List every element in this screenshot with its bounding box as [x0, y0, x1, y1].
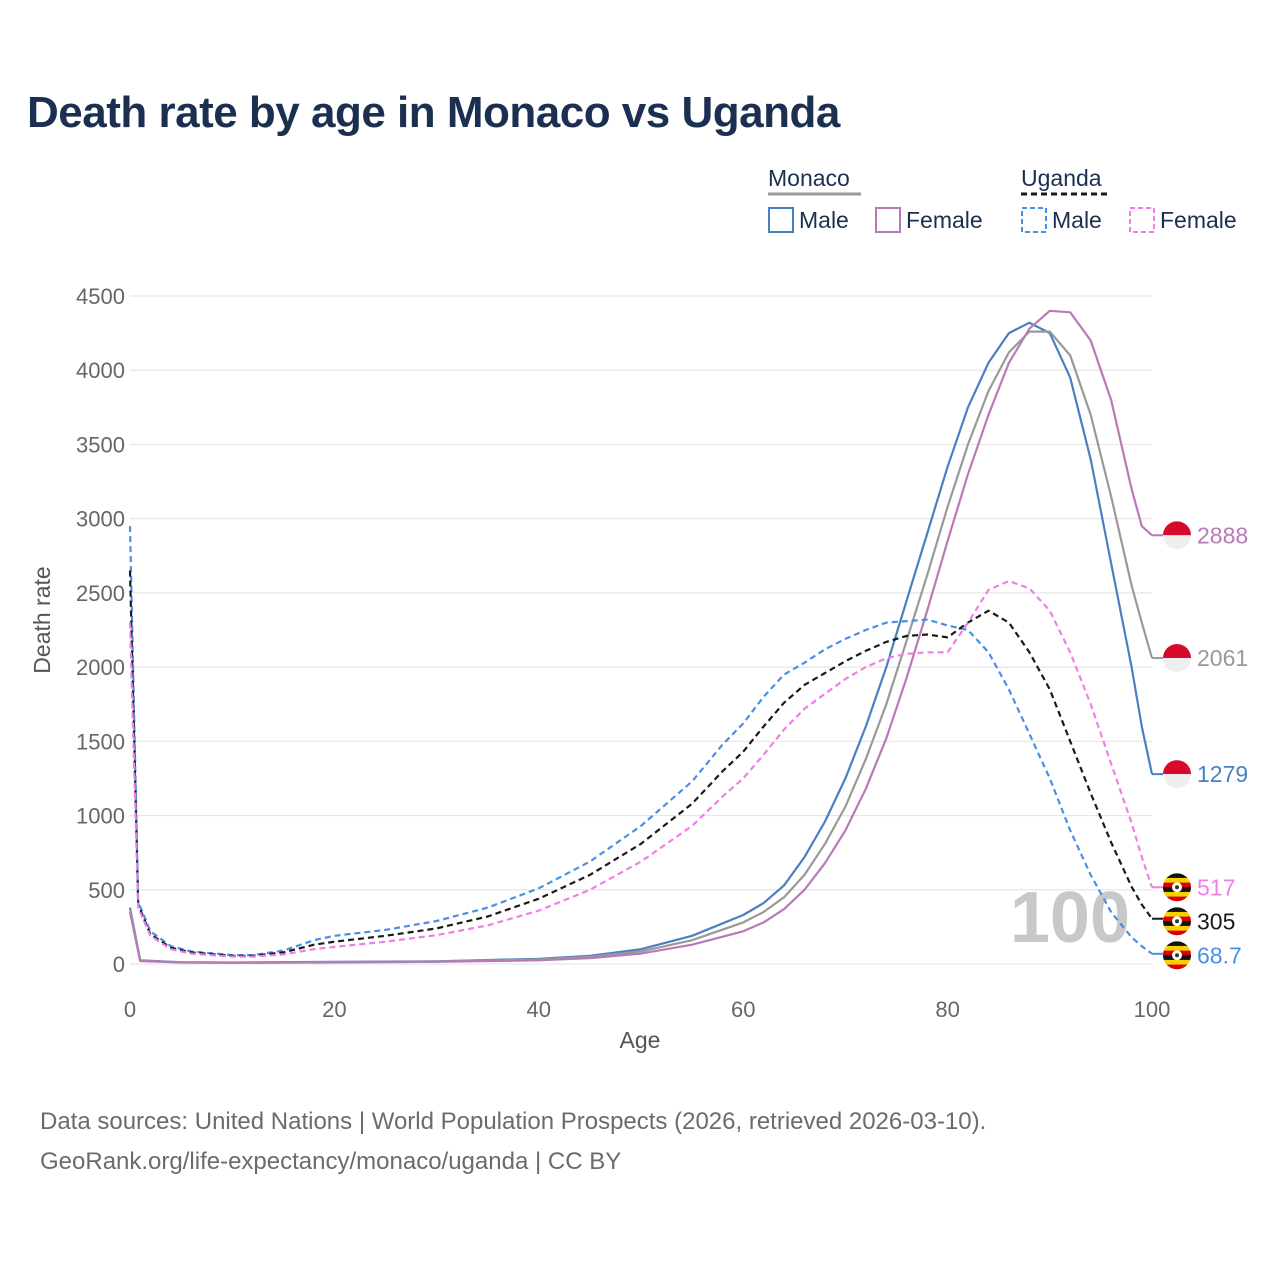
end-marker-uganda-total: 305	[1163, 907, 1235, 936]
legend-swatch-monaco-female[interactable]	[875, 207, 901, 233]
monaco-flag-icon	[1163, 644, 1191, 673]
series-uganda-female[interactable]	[128, 579, 1154, 958]
monaco-flag-icon	[1163, 760, 1191, 789]
series-monaco-total[interactable]	[128, 330, 1154, 964]
series-uganda-total[interactable]	[128, 570, 1153, 957]
x-tick-0: 0	[124, 997, 136, 1022]
y-tick-2500: 2500	[76, 581, 125, 606]
legend-label-uganda-female[interactable]: Female	[1160, 207, 1237, 233]
end-label-monaco-total: 2061	[1197, 645, 1248, 671]
legend-label-monaco-female[interactable]: Female	[906, 207, 983, 233]
legend-group-title: Monaco	[768, 165, 850, 191]
grid-lines	[130, 295, 1152, 965]
y-axis-label: Death rate	[29, 566, 55, 673]
footer-sources: Data sources: United Nations | World Pop…	[40, 1108, 987, 1135]
y-tick-1500: 1500	[76, 729, 125, 754]
end-marker-uganda-male: 68.7	[1163, 941, 1242, 970]
x-axis-ticks: 0 20 40 60 80 100	[124, 997, 1170, 1022]
series-uganda-male[interactable]	[128, 526, 1153, 957]
y-tick-3500: 3500	[76, 432, 125, 457]
y-axis-ticks: 0 500 1000 1500 2000 2500 3000 3500 4000 4500	[76, 284, 125, 977]
footer-credit[interactable]: GeoRank.org/life-expectancy/monaco/ugand…	[40, 1148, 622, 1175]
uganda-flag-icon	[1163, 873, 1191, 902]
y-tick-2000: 2000	[76, 655, 125, 680]
x-tick-40: 40	[527, 997, 551, 1022]
end-marker-monaco-male: 1279	[1163, 760, 1248, 789]
y-tick-3000: 3000	[76, 507, 125, 532]
legend-swatch-monaco-male[interactable]	[768, 207, 794, 233]
y-tick-0: 0	[113, 952, 125, 977]
end-label-uganda-female: 517	[1197, 874, 1235, 900]
end-marker-uganda-female: 517	[1163, 873, 1235, 902]
x-tick-60: 60	[731, 997, 755, 1022]
x-tick-80: 80	[935, 997, 959, 1022]
end-marker-monaco-female: 2888	[1163, 521, 1248, 550]
y-tick-1000: 1000	[76, 804, 125, 829]
legend-group-uganda: Uganda Male Female	[1021, 165, 1237, 233]
legend-group-title: Uganda	[1021, 165, 1102, 191]
uganda-flag-icon	[1163, 907, 1191, 936]
end-label-uganda-male: 68.7	[1197, 942, 1242, 968]
end-label-uganda-total: 305	[1197, 908, 1235, 934]
y-tick-4000: 4000	[76, 358, 125, 383]
x-tick-20: 20	[322, 997, 346, 1022]
legend-swatch-uganda-male[interactable]	[1021, 207, 1047, 233]
y-tick-4500: 4500	[76, 284, 125, 309]
series-monaco-male[interactable]	[128, 321, 1154, 964]
end-label-monaco-male: 1279	[1197, 761, 1248, 787]
y-tick-500: 500	[88, 878, 125, 903]
legend-label-monaco-male[interactable]: Male	[799, 207, 849, 233]
x-axis-label: Age	[620, 1027, 661, 1053]
monaco-flag-icon	[1163, 521, 1191, 550]
end-marker-monaco-total: 2061	[1163, 644, 1248, 673]
uganda-flag-icon	[1163, 941, 1191, 970]
watermark-age: 100	[1010, 878, 1130, 958]
end-label-monaco-female: 2888	[1197, 522, 1248, 548]
end-labels: 2888 2061 1279 517 305 68.7	[1152, 521, 1248, 970]
legend-label-uganda-male[interactable]: Male	[1052, 207, 1102, 233]
series-monaco-female[interactable]	[128, 309, 1153, 964]
legend-group-monaco: Monaco Male Female	[768, 165, 983, 233]
series-lines	[128, 309, 1154, 964]
x-tick-100: 100	[1134, 997, 1171, 1022]
chart-title: Death rate by age in Monaco vs Uganda	[27, 88, 840, 137]
legend: Monaco Male Female Uganda Male Female	[768, 165, 1237, 233]
legend-swatch-uganda-female[interactable]	[1129, 207, 1155, 233]
